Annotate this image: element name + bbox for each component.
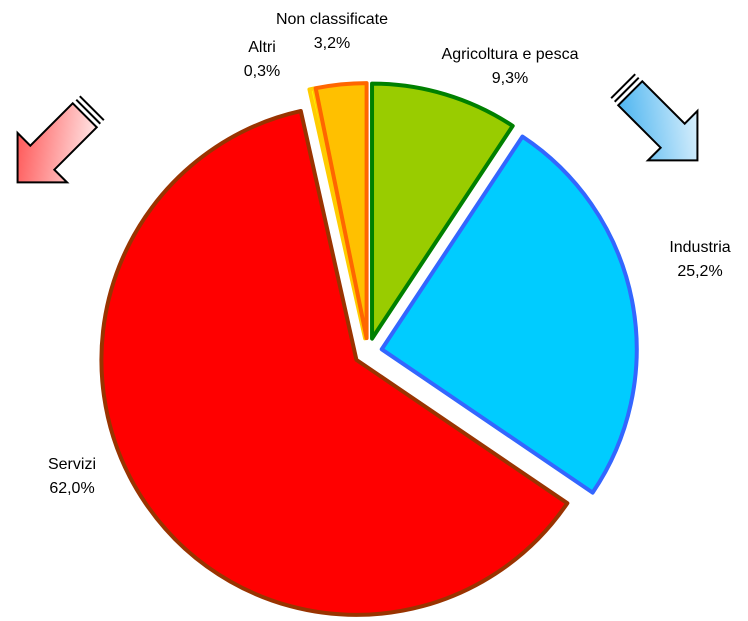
right-arrow: [610, 73, 699, 162]
pie-slice: [313, 81, 369, 341]
slice-label: Altri: [248, 39, 276, 56]
slice-value-label: 62,0%: [49, 480, 94, 497]
pie-slice: [99, 109, 570, 617]
slice-value-label: 9,3%: [492, 70, 528, 87]
slice-value-label: 0,3%: [244, 63, 280, 80]
slice-label: Agricoltura e pesca: [442, 46, 579, 63]
slice-value-label: 25,2%: [677, 263, 722, 280]
slice-label: Servizi: [48, 456, 96, 473]
slice-label: Industria: [669, 239, 730, 256]
slice-value-label: 3,2%: [314, 35, 350, 52]
slice-label: Non classificate: [276, 11, 388, 28]
left-arrow: [16, 95, 105, 184]
pie-slice: [370, 81, 515, 341]
pie-slice: [379, 134, 639, 495]
